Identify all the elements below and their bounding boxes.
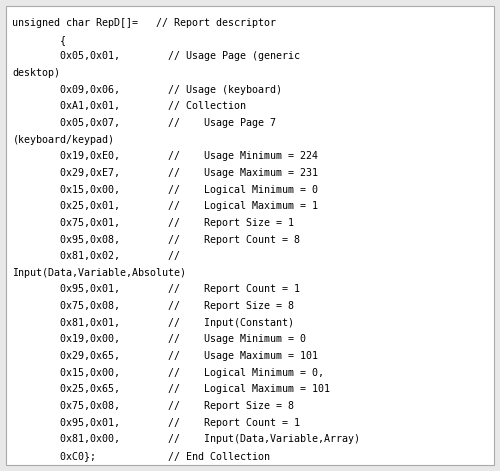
Text: 0x95,0x08,        //    Report Count = 8: 0x95,0x08, // Report Count = 8 xyxy=(12,235,300,244)
Text: 0x29,0xE7,        //    Usage Maximum = 231: 0x29,0xE7, // Usage Maximum = 231 xyxy=(12,168,318,178)
Text: 0x75,0x08,        //    Report Size = 8: 0x75,0x08, // Report Size = 8 xyxy=(12,401,294,411)
Text: 0x19,0x00,        //    Usage Minimum = 0: 0x19,0x00, // Usage Minimum = 0 xyxy=(12,334,306,344)
Text: 0x05,0x01,        // Usage Page (generic: 0x05,0x01, // Usage Page (generic xyxy=(12,51,300,61)
Text: unsigned char RepD[]=   // Report descriptor: unsigned char RepD[]= // Report descript… xyxy=(12,18,276,28)
Text: 0x75,0x01,        //    Report Size = 1: 0x75,0x01, // Report Size = 1 xyxy=(12,218,294,228)
Text: 0x15,0x00,        //    Logical Minimum = 0: 0x15,0x00, // Logical Minimum = 0 xyxy=(12,185,318,195)
Text: 0x25,0x65,        //    Logical Maximum = 101: 0x25,0x65, // Logical Maximum = 101 xyxy=(12,384,330,394)
Text: 0x25,0x01,        //    Logical Maximum = 1: 0x25,0x01, // Logical Maximum = 1 xyxy=(12,201,318,211)
Text: {: { xyxy=(12,35,66,45)
Text: 0x95,0x01,        //    Report Count = 1: 0x95,0x01, // Report Count = 1 xyxy=(12,418,300,428)
Text: 0x81,0x01,        //    Input(Constant): 0x81,0x01, // Input(Constant) xyxy=(12,318,294,328)
Text: 0x75,0x08,        //    Report Size = 8: 0x75,0x08, // Report Size = 8 xyxy=(12,301,294,311)
Text: 0x81,0x02,        //: 0x81,0x02, // xyxy=(12,251,180,261)
Text: 0x15,0x00,        //    Logical Minimum = 0,: 0x15,0x00, // Logical Minimum = 0, xyxy=(12,368,324,378)
Text: Input(Data,Variable,Absolute): Input(Data,Variable,Absolute) xyxy=(12,268,186,278)
Text: 0x81,0x00,        //    Input(Data,Variable,Array): 0x81,0x00, // Input(Data,Variable,Array) xyxy=(12,434,360,444)
Text: 0x95,0x01,        //    Report Count = 1: 0x95,0x01, // Report Count = 1 xyxy=(12,284,300,294)
Text: 0x29,0x65,        //    Usage Maximum = 101: 0x29,0x65, // Usage Maximum = 101 xyxy=(12,351,318,361)
Text: 0xC0};            // End Collection: 0xC0}; // End Collection xyxy=(12,451,270,461)
Text: desktop): desktop) xyxy=(12,68,60,78)
Text: 0x19,0xE0,        //    Usage Minimum = 224: 0x19,0xE0, // Usage Minimum = 224 xyxy=(12,151,318,161)
Text: (keyboard/keypad): (keyboard/keypad) xyxy=(12,135,115,145)
Text: 0x05,0x07,        //    Usage Page 7: 0x05,0x07, // Usage Page 7 xyxy=(12,118,276,128)
Text: 0x09,0x06,        // Usage (keyboard): 0x09,0x06, // Usage (keyboard) xyxy=(12,85,282,95)
Text: 0xA1,0x01,        // Collection: 0xA1,0x01, // Collection xyxy=(12,101,246,111)
